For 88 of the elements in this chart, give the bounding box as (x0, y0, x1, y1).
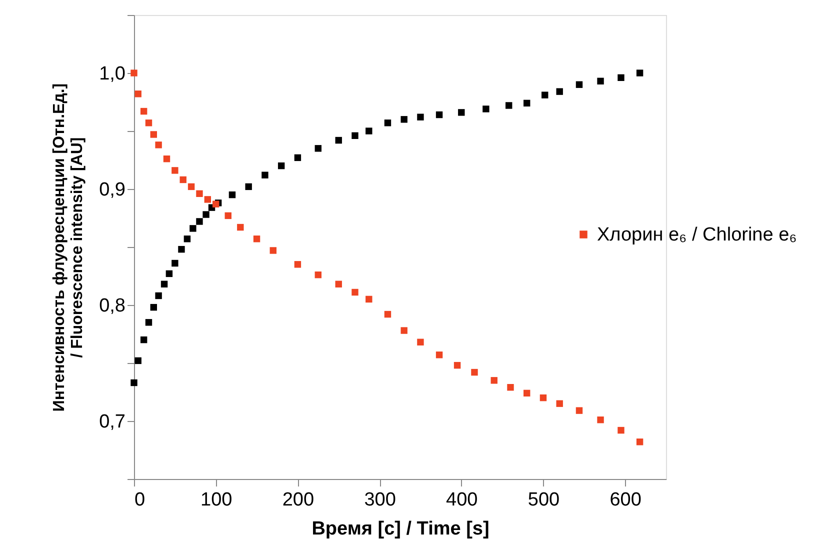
point (314, 271, 322, 278)
point (417, 338, 424, 346)
point (155, 292, 162, 300)
x-tick-label: 500 (528, 490, 560, 510)
point (196, 218, 203, 225)
point (482, 106, 490, 112)
point (384, 310, 392, 318)
x-tick-label: 200 (282, 490, 314, 510)
point (155, 142, 162, 148)
point (618, 426, 624, 434)
point (417, 114, 424, 120)
point (140, 108, 148, 115)
x-tick-label: 300 (364, 490, 396, 510)
point (436, 352, 443, 358)
point (150, 304, 157, 311)
point (400, 116, 408, 123)
point (294, 261, 302, 268)
x-tick-label: 100 (200, 490, 232, 510)
point (134, 357, 142, 364)
point (352, 132, 358, 139)
point (366, 296, 372, 303)
point (454, 362, 461, 369)
y-tick-label: 0,7 (99, 412, 126, 432)
point (576, 407, 583, 414)
point (150, 131, 157, 138)
point (178, 246, 185, 253)
point (400, 327, 408, 334)
point (597, 416, 604, 424)
point (228, 191, 236, 198)
point (166, 270, 173, 278)
point (145, 319, 152, 326)
point (576, 81, 583, 88)
point (352, 288, 358, 296)
point (556, 88, 563, 95)
point (212, 200, 220, 208)
point (224, 212, 232, 220)
point (184, 236, 191, 242)
point (196, 190, 203, 197)
y-axis-title: Интенсивность флуоресценции [Отн.Ед.] / Fluorescence intensity [AU] (51, 83, 86, 412)
point (245, 183, 252, 190)
point (130, 379, 138, 386)
point (145, 120, 152, 126)
point (278, 162, 285, 170)
point (172, 260, 178, 267)
point (202, 211, 210, 218)
point (542, 92, 548, 98)
x-axis-title: Время [с] / Time [s] (312, 518, 490, 540)
point (163, 155, 170, 162)
point (140, 336, 148, 344)
legend-label: Хлорин e₆ / Chlorine e₆ (597, 224, 797, 246)
point (384, 120, 392, 126)
point (556, 400, 563, 407)
y-tick-label: 0,8 (99, 296, 126, 316)
point (134, 90, 142, 98)
point (366, 128, 372, 134)
point (188, 183, 195, 190)
point (524, 100, 530, 107)
point (490, 377, 498, 384)
point (636, 438, 644, 446)
point (436, 111, 443, 118)
point (130, 70, 138, 76)
point (636, 70, 644, 76)
point (160, 280, 168, 288)
point (172, 167, 178, 174)
point (506, 102, 512, 109)
point (262, 172, 268, 178)
point (524, 390, 530, 397)
y-tick-label: 0,9 (99, 180, 126, 200)
point (597, 78, 604, 84)
point (507, 384, 514, 391)
point (335, 136, 342, 144)
point (294, 154, 302, 162)
point (618, 74, 624, 81)
point (180, 176, 186, 184)
point (471, 368, 478, 376)
y-tick-label: 1,0 (99, 64, 126, 84)
x-tick-label: 400 (446, 490, 478, 510)
point (540, 394, 547, 402)
point (314, 145, 322, 152)
point (237, 224, 244, 231)
x-tick-label: 600 (610, 490, 642, 510)
point (335, 280, 342, 288)
point (458, 109, 465, 116)
point (270, 247, 276, 254)
x-tick-label: 0 (134, 490, 146, 510)
point (253, 236, 260, 242)
point (190, 225, 196, 232)
point (204, 196, 212, 203)
